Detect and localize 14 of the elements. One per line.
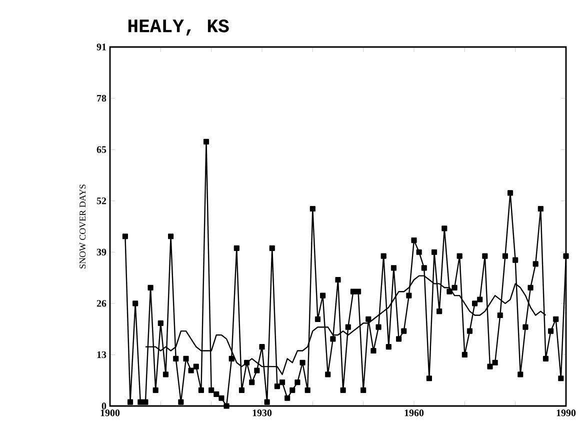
x-tick-label: 1930 (252, 410, 272, 416)
y-tick-label: 52 (96, 198, 106, 204)
y-tick-label: 91 (96, 44, 106, 50)
y-tick-label: 65 (96, 146, 106, 153)
y-tick-label: 0 (102, 402, 106, 410)
x-tick-label: 1900 (100, 410, 120, 416)
y-tick-label: 26 (96, 300, 106, 307)
y-tick-label: 13 (97, 351, 106, 358)
x-tick-label: 1990 (556, 410, 576, 416)
x-tick-label: 1960 (404, 410, 424, 416)
y-tick-label: 39 (96, 248, 106, 256)
y-tick-label: 78 (97, 94, 106, 102)
y-axis-title: SNOW COVER DAYS (80, 184, 86, 268)
chart-title: HEALY, KS (128, 19, 229, 36)
